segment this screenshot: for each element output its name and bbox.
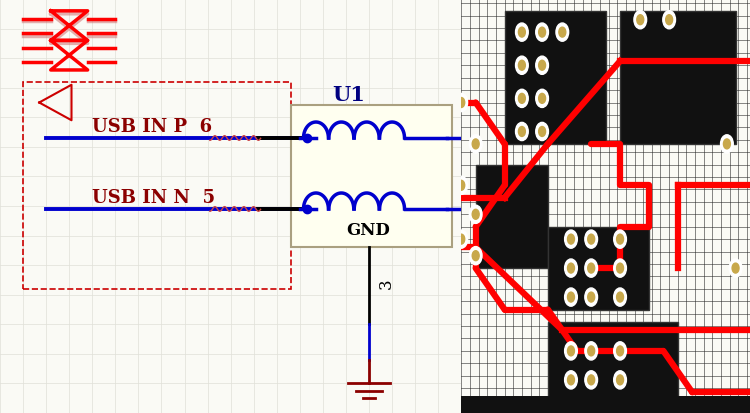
Circle shape [470,206,482,224]
Circle shape [458,235,465,244]
Bar [548,322,678,413]
Circle shape [614,342,626,360]
Circle shape [458,98,465,108]
Circle shape [568,263,574,273]
Bar [620,12,736,145]
Bar [461,396,750,413]
Circle shape [538,94,545,104]
Circle shape [585,259,598,278]
Circle shape [637,16,644,26]
Circle shape [568,346,574,356]
Bar [476,165,548,268]
Text: USB IN P  6: USB IN P 6 [92,118,212,136]
Circle shape [536,123,548,141]
Circle shape [455,230,467,249]
Circle shape [565,259,578,278]
Bar [548,227,649,310]
Circle shape [458,181,465,191]
Circle shape [568,235,574,244]
Circle shape [568,292,574,302]
Circle shape [518,94,525,104]
Circle shape [585,288,598,306]
Circle shape [538,28,545,38]
Circle shape [616,235,623,244]
Circle shape [568,375,574,385]
Circle shape [470,135,482,154]
Circle shape [536,90,548,108]
Circle shape [724,140,730,150]
Bar [505,12,606,145]
Circle shape [455,94,467,112]
Circle shape [616,292,623,302]
Circle shape [565,288,578,306]
Circle shape [536,57,548,75]
Circle shape [614,371,626,389]
Circle shape [556,24,568,42]
Circle shape [588,263,595,273]
Circle shape [538,127,545,137]
Circle shape [472,140,479,150]
Circle shape [588,346,595,356]
Circle shape [565,342,578,360]
Circle shape [538,61,545,71]
Circle shape [616,263,623,273]
Circle shape [565,230,578,249]
Text: 3: 3 [378,278,395,289]
Circle shape [616,375,623,385]
Circle shape [565,371,578,389]
Circle shape [585,230,598,249]
Text: USB IN N  5: USB IN N 5 [92,189,215,206]
Circle shape [588,235,595,244]
Circle shape [732,263,739,273]
Circle shape [559,28,566,38]
Bar [290,106,452,248]
Circle shape [585,371,598,389]
Circle shape [470,247,482,265]
Circle shape [721,135,734,154]
Text: GND: GND [346,222,390,239]
Circle shape [585,342,598,360]
Circle shape [518,28,525,38]
Circle shape [515,57,528,75]
Circle shape [614,230,626,249]
Circle shape [518,61,525,71]
Circle shape [518,127,525,137]
Circle shape [515,24,528,42]
Circle shape [472,210,479,220]
Circle shape [455,177,467,195]
Circle shape [634,12,646,30]
Circle shape [588,375,595,385]
Circle shape [536,24,548,42]
Circle shape [472,251,479,261]
Circle shape [515,123,528,141]
Circle shape [729,259,742,278]
Circle shape [616,346,623,356]
Circle shape [614,259,626,278]
Circle shape [515,90,528,108]
Circle shape [588,292,595,302]
Circle shape [666,16,673,26]
Circle shape [663,12,676,30]
Text: U1: U1 [332,84,365,104]
Bar [23,83,290,289]
Circle shape [614,288,626,306]
